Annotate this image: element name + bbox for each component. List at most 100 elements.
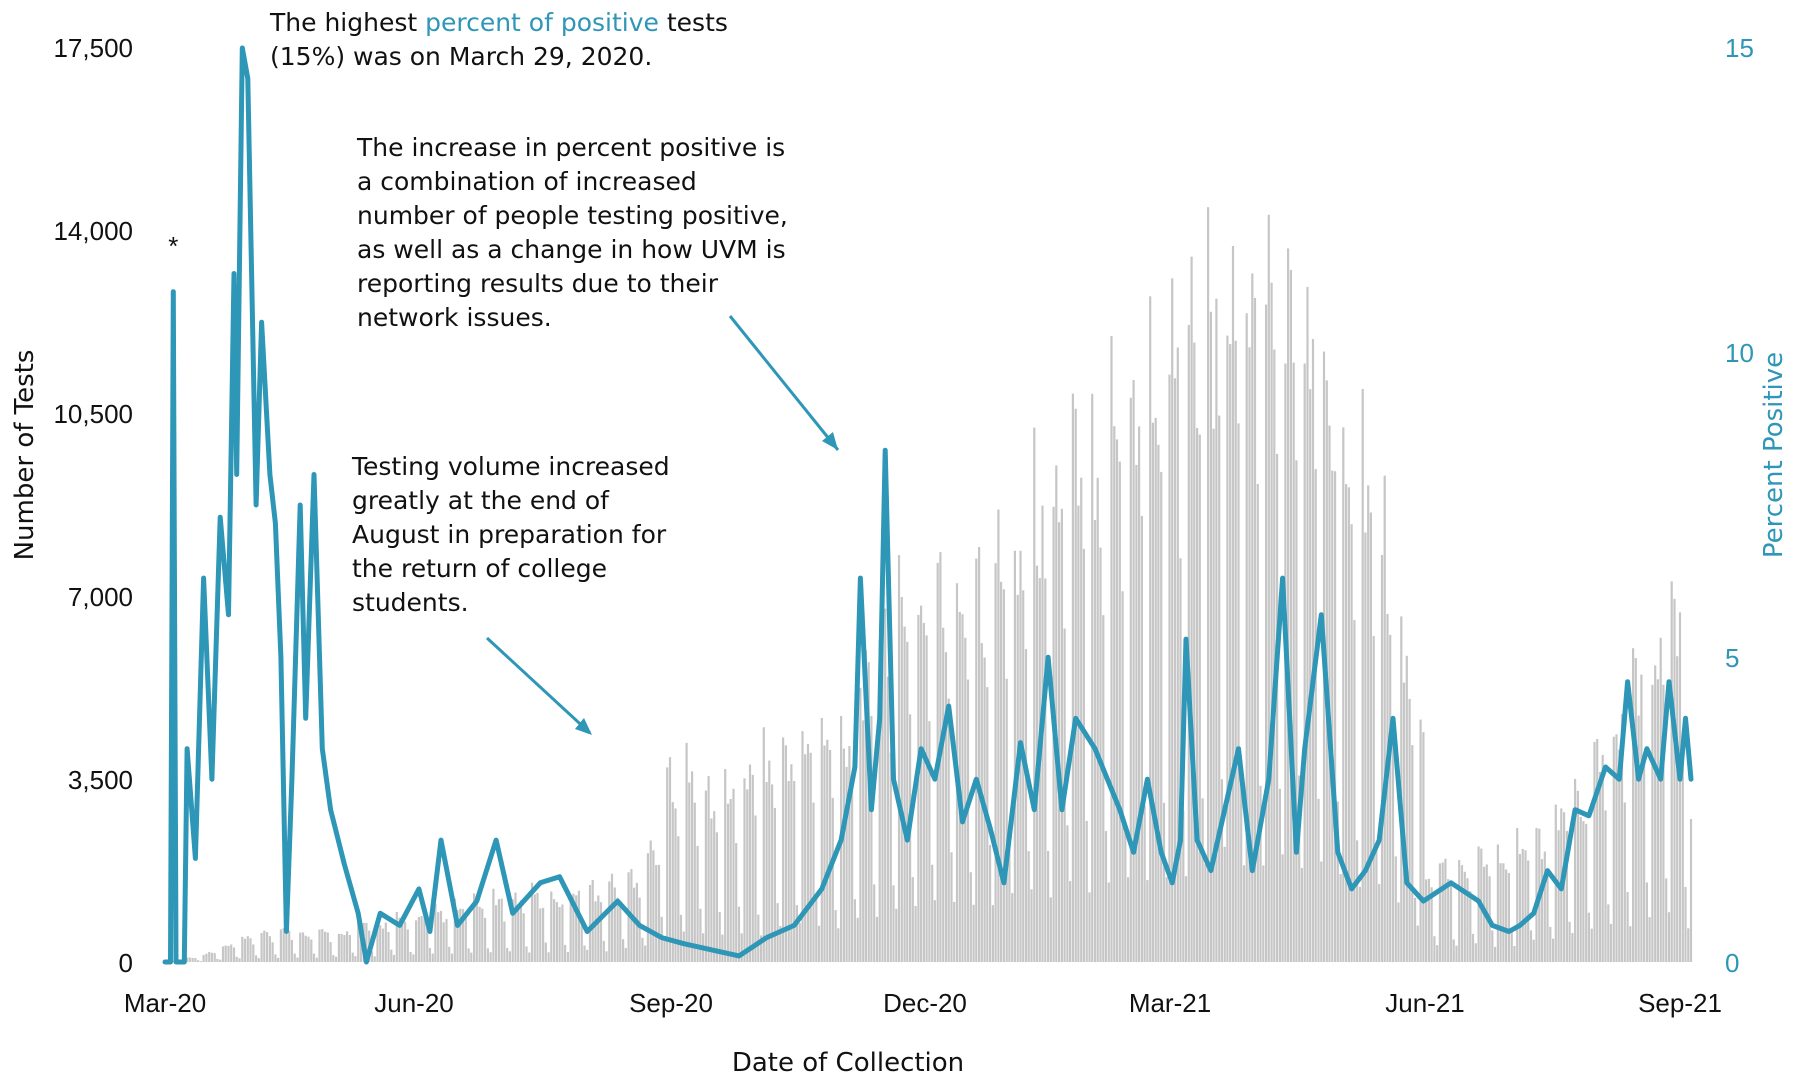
test-count-bar xyxy=(867,662,870,962)
test-count-bar xyxy=(1645,882,1648,962)
test-count-bar xyxy=(826,739,829,962)
test-count-bar xyxy=(1058,522,1061,962)
y-tick-label: 17,500 xyxy=(53,33,133,63)
test-count-bar xyxy=(950,852,953,962)
test-count-bar xyxy=(337,933,340,962)
test-count-bar xyxy=(829,750,832,962)
test-count-bar xyxy=(461,909,465,962)
annotation-line: The increase in percent positive is xyxy=(357,133,786,162)
test-count-bar xyxy=(1132,380,1135,962)
test-count-bar xyxy=(1637,715,1640,962)
test-count-bar xyxy=(555,902,558,962)
test-count-bar xyxy=(257,958,260,962)
test-count-bar xyxy=(398,917,401,962)
test-count-bar xyxy=(1223,846,1226,962)
test-count-bar xyxy=(966,679,970,962)
test-count-bar xyxy=(726,803,730,962)
test-count-bar xyxy=(652,850,655,962)
test-count-bar xyxy=(586,949,589,962)
test-count-bar xyxy=(277,957,280,962)
test-count-bar xyxy=(1334,471,1337,962)
test-count-bar xyxy=(230,944,233,962)
test-count-bar xyxy=(434,903,437,962)
test-count-bar xyxy=(831,797,834,962)
test-count-bar xyxy=(329,942,332,962)
test-count-bar xyxy=(1408,699,1411,962)
test-count-bar xyxy=(856,917,859,962)
test-count-bar xyxy=(528,952,531,962)
test-count-bar xyxy=(853,899,856,962)
test-count-bar xyxy=(1165,877,1168,962)
test-count-bar xyxy=(550,891,553,962)
test-count-bar xyxy=(1441,862,1444,962)
test-count-bar xyxy=(1013,550,1016,962)
test-count-bar xyxy=(547,952,550,962)
test-count-bar xyxy=(1339,874,1342,962)
test-count-bar xyxy=(376,917,379,962)
test-count-bar xyxy=(299,932,302,962)
test-count-bar xyxy=(1295,460,1298,962)
y2-tick-label: 10 xyxy=(1725,338,1754,368)
test-count-bar xyxy=(682,931,685,962)
test-count-bar xyxy=(1571,933,1574,962)
annotation-arrowhead-increase xyxy=(822,432,838,450)
test-count-bar xyxy=(224,945,227,962)
test-count-bar xyxy=(1612,736,1615,962)
y-tick-label: 7,000 xyxy=(68,582,133,612)
test-count-bar xyxy=(710,818,713,962)
test-count-bar xyxy=(884,608,887,962)
test-count-bar xyxy=(666,767,669,962)
test-count-bar xyxy=(961,614,964,962)
test-count-bar xyxy=(663,936,666,962)
test-count-bar xyxy=(1436,945,1439,962)
test-count-bar xyxy=(324,931,327,962)
annotation-peak-highlight: percent of positive xyxy=(425,8,659,37)
test-count-bar xyxy=(205,953,208,962)
test-count-bar xyxy=(351,952,354,962)
test-count-bar xyxy=(530,882,534,962)
test-count-bar xyxy=(564,944,567,962)
y2-axis-title: Percent Positive xyxy=(1759,352,1789,558)
test-count-bar xyxy=(1361,389,1364,962)
annotation-line: as well as a change in how UVM is xyxy=(357,235,786,264)
test-count-bar xyxy=(1659,637,1662,962)
test-count-bar xyxy=(1458,860,1461,962)
percent-positive-line xyxy=(162,45,1694,965)
test-count-bar xyxy=(202,954,205,962)
test-count-bar xyxy=(1234,340,1237,962)
test-count-bar xyxy=(1358,886,1361,962)
test-count-bar xyxy=(428,947,431,962)
test-count-bar xyxy=(282,928,285,962)
test-count-bar xyxy=(1524,850,1527,962)
test-count-bar xyxy=(1422,732,1425,962)
test-count-bar xyxy=(486,948,489,962)
test-count-bar xyxy=(886,676,890,962)
test-count-bar xyxy=(1433,936,1436,962)
test-count-bar xyxy=(801,731,804,962)
test-count-bar xyxy=(972,904,975,962)
test-count-bar xyxy=(1074,408,1077,962)
test-count-bar xyxy=(718,911,721,962)
test-count-bar xyxy=(1024,649,1028,962)
test-count-bar xyxy=(1281,854,1284,962)
test-count-bar xyxy=(1082,548,1085,962)
test-count-bar xyxy=(1245,313,1248,962)
test-count-bar xyxy=(1471,933,1475,962)
test-count-bar xyxy=(1378,884,1381,962)
test-count-bar xyxy=(1496,844,1499,962)
test-count-bar xyxy=(497,899,500,962)
x-tick-label: Dec-20 xyxy=(883,988,967,1018)
test-count-bar xyxy=(1198,434,1201,963)
test-count-bar xyxy=(340,934,343,962)
test-count-bar xyxy=(172,960,175,962)
test-count-bar xyxy=(235,956,238,962)
test-count-bar xyxy=(1173,378,1177,962)
test-count-bar xyxy=(668,757,672,962)
test-count-bar xyxy=(1033,427,1036,963)
test-count-bar xyxy=(194,958,197,962)
test-count-bar xyxy=(1620,714,1624,962)
y-tick-label: 0 xyxy=(119,948,133,978)
test-count-bar xyxy=(1557,830,1560,962)
test-count-bar xyxy=(1618,749,1621,962)
test-count-bar xyxy=(519,900,523,962)
